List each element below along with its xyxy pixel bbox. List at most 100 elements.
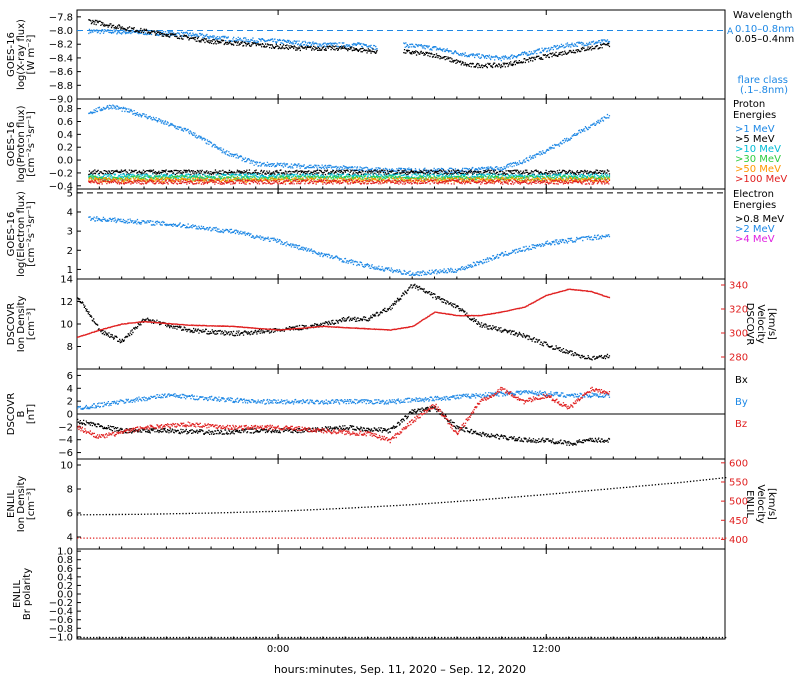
y-axis-label-enlil_density: [cm⁻³] — [26, 488, 37, 520]
y-axis-label-xray: GOES-16 — [6, 32, 17, 77]
y-tick-label-xray: −8.2 — [49, 40, 73, 51]
legend-title-xray: Wavelength — [733, 10, 792, 21]
series-xray-0-10-0-8nm — [403, 39, 611, 62]
y-tick-label-enlil_polarity: −0.8 — [49, 624, 73, 635]
y-tick-label-dscovr_b: −2 — [58, 422, 73, 433]
y-axis-label-electron: log(Electron flux) — [16, 191, 27, 277]
series-xray-0-05-0-4nm — [403, 42, 611, 69]
y-tick-label-enlil_polarity: 0.2 — [57, 581, 73, 592]
y-tick-label-dscovr_density: 8 — [67, 342, 73, 353]
y-tick-label-dscovr_density: 14 — [60, 275, 73, 286]
legend-entry-proton: >50 MeV — [735, 164, 781, 175]
y-tick-label-dscovr_b: 6 — [67, 371, 73, 382]
series-proton-1-mev — [88, 104, 611, 174]
series-dscovr_density-velocity — [77, 288, 611, 338]
legend-entry-proton: >5 MeV — [735, 134, 775, 145]
legend-entry-xray: 0.05–0.4nm — [735, 34, 794, 45]
series-proton-100-mev — [88, 179, 611, 185]
series-enlil_density-velocity — [77, 537, 727, 539]
y2-axis-label-dscovr_density: DSCOVR — [744, 303, 755, 346]
y2-tick-label-enlil_density: 400 — [729, 535, 748, 546]
y2-tick-label-enlil_density: 500 — [729, 497, 748, 508]
y-tick-label-enlil_density: 4 — [67, 533, 73, 544]
legend-entry-proton: >30 MeV — [735, 154, 781, 165]
series-enlil_polarity-br-polarity — [77, 636, 727, 639]
y-tick-label-xray: −8.8 — [49, 81, 73, 92]
y-axis-label-xray: log(X-ray flux) — [16, 19, 27, 90]
legend-entry-electron: >0.8 MeV — [735, 214, 784, 225]
y2-tick-label-dscovr_density: 300 — [729, 329, 748, 340]
y-axis-label-enlil_polarity: ENLIL — [12, 580, 23, 608]
x-tick-label: 0:00 — [267, 644, 289, 655]
y-axis-label-enlil_polarity: Br polarity — [22, 568, 33, 620]
y-tick-label-dscovr_density: 12 — [60, 297, 73, 308]
y-tick-label-proton: −0.2 — [49, 168, 73, 179]
legend-entry-xray: 0.10–0.8nm — [735, 24, 794, 35]
y-tick-label-enlil_polarity: −0.6 — [49, 615, 73, 626]
y-tick-label-enlil_polarity: 0.0 — [57, 590, 73, 601]
y2-tick-label-dscovr_density: 340 — [729, 281, 748, 292]
series-proton-30-mev — [88, 175, 611, 181]
y-tick-label-electron: 1 — [67, 265, 73, 276]
y-tick-label-enlil_density: 10 — [60, 461, 73, 472]
y-tick-label-proton: 0.8 — [57, 104, 73, 115]
y2-tick-label-enlil_density: 550 — [729, 477, 748, 488]
y-tick-label-enlil_polarity: −0.2 — [49, 598, 73, 609]
y2-tick-label-dscovr_density: 280 — [729, 353, 748, 364]
y2-axis-label-enlil_density: [km/s] — [766, 488, 777, 520]
y-tick-label-dscovr_density: 10 — [60, 320, 73, 331]
panel-frame-xray — [76, 9, 726, 100]
y-tick-label-proton: 0.4 — [57, 130, 73, 141]
y2-tick-label-enlil_density: 600 — [729, 458, 748, 469]
y-tick-label-dscovr_b: 2 — [67, 397, 73, 408]
y-axis-label-dscovr_density: [cm⁻³] — [26, 308, 37, 340]
legend-title-electron: Energies — [733, 200, 776, 211]
y-axis-label-electron: GOES-16 — [6, 212, 17, 257]
y-tick-label-proton: 0.6 — [57, 117, 73, 128]
y-tick-label-enlil_polarity: 1.0 — [57, 547, 73, 558]
panel-frame-enlil_polarity — [76, 548, 726, 640]
legend-title-proton: Proton — [733, 99, 765, 110]
y2-tick-label-enlil_density: 450 — [729, 516, 748, 527]
y-tick-label-proton: 0.0 — [57, 156, 73, 167]
y-tick-label-xray: −8.4 — [49, 53, 73, 64]
series-enlil_density-ion-density — [77, 477, 727, 516]
y-tick-label-enlil_polarity: 0.8 — [57, 555, 73, 566]
legend-entry-proton: >10 MeV — [735, 144, 781, 155]
y-axis-label-electron: [cm⁻²s⁻¹sr⁻¹] — [26, 201, 37, 267]
y-axis-label-dscovr_b: B — [16, 410, 27, 417]
y-tick-label-enlil_polarity: −1.0 — [49, 632, 73, 643]
y2-axis-label-dscovr_density: [km/s] — [766, 308, 777, 340]
y-tick-label-dscovr_b: 4 — [67, 384, 73, 395]
y-tick-label-enlil_polarity: 0.4 — [57, 572, 73, 583]
y-tick-label-xray: −8.0 — [49, 26, 73, 37]
legend-entry-dscovr_b: By — [735, 397, 748, 408]
y-tick-label-proton: −0.4 — [49, 181, 73, 192]
y-tick-label-dscovr_b: −4 — [58, 435, 73, 446]
legend-note-xray: flare class — [738, 75, 788, 86]
series-dscovr_density-ion-density — [77, 283, 611, 361]
y-axis-label-xray: [W m⁻²] — [26, 34, 37, 74]
series-dscovr_b-bx — [77, 406, 611, 446]
legend-title-electron: Electron — [733, 189, 774, 200]
y2-axis-label-enlil_density: ENLIL — [744, 490, 755, 518]
y-tick-label-enlil_polarity: −0.4 — [49, 607, 73, 618]
y-tick-label-enlil_density: 6 — [67, 509, 73, 520]
y-axis-label-proton: GOES-16 — [6, 122, 17, 167]
flare-class-marker: A — [727, 27, 734, 37]
y-axis-label-dscovr_density: Ion Density — [16, 296, 27, 353]
x-tick-label: 12:00 — [532, 644, 561, 655]
y-axis-label-dscovr_b: [nT] — [26, 404, 37, 424]
legend-entry-proton: >100 MeV — [735, 174, 787, 185]
legend-entry-dscovr_b: Bx — [735, 375, 748, 386]
x-axis-label: hours:minutes, Sep. 11, 2020 – Sep. 12, … — [274, 663, 526, 676]
y-tick-label-electron: 4 — [67, 207, 73, 218]
panel-frames — [76, 9, 726, 640]
series-dscovr_b-by — [77, 390, 611, 410]
y-axis-label-proton: [cm⁻²s⁻¹sr⁻¹] — [26, 111, 37, 177]
legend-entry-electron: >4 MeV — [735, 234, 775, 245]
legend-title-proton: Energies — [733, 110, 776, 121]
y-tick-label-enlil_density: 8 — [67, 485, 73, 496]
